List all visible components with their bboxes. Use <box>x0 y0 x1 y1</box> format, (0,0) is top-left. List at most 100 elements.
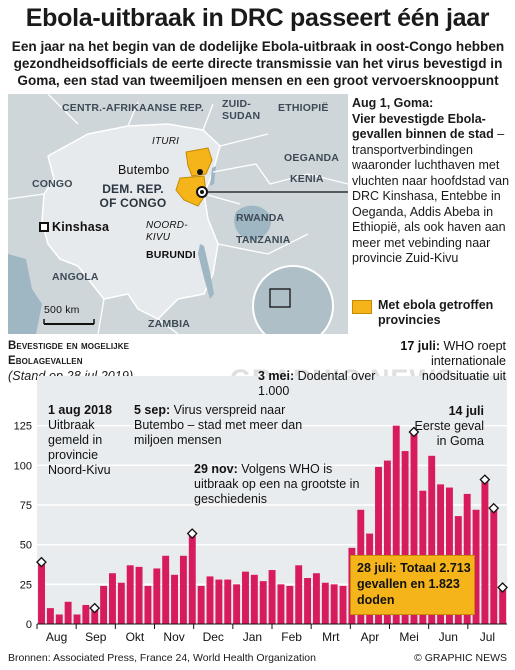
label-drc-line2: OF CONGO <box>99 196 167 210</box>
label-butembo: Butembo <box>118 163 170 177</box>
label-uganda: OEGANDA <box>284 152 340 164</box>
bar <box>250 574 258 624</box>
annot-aug-2018: 1 aug 2018 Uitbraak gemeld in provincie … <box>48 403 138 478</box>
chart-heading: Bevestigde en mogelijke Ebolagevallen (S… <box>8 339 133 385</box>
ituri-province <box>185 147 213 177</box>
bar <box>126 565 134 624</box>
goma-heading: Aug 1, Goma: <box>352 96 434 110</box>
y-tick-label: 0 <box>26 619 32 631</box>
annot-3-mei: 3 mei: Dodental over 1.000 <box>258 369 408 399</box>
annot-aug-2018-text: Uitbraak gemeld in provincie Noord-Kivu <box>48 418 111 477</box>
y-tick-label: 50 <box>20 540 32 552</box>
label-burundi: BURUNDI <box>146 249 196 261</box>
y-tick-label: 100 <box>14 460 32 472</box>
x-tick-label: Jan <box>243 630 262 644</box>
bar <box>215 579 223 624</box>
annot-14-juli-date: 14 juli <box>448 404 484 418</box>
label-rwanda: RWANDA <box>236 212 285 224</box>
bar <box>224 579 232 624</box>
bar <box>91 608 99 624</box>
annot-aug-2018-date: 1 aug 2018 <box>48 403 112 417</box>
lake-albert <box>210 166 216 186</box>
chart-heading-line1: Bevestigde en mogelijke <box>8 340 130 352</box>
annot-14-juli: 14 juli Eerste geval in Goma <box>412 404 484 449</box>
x-tick-label: Mrt <box>322 630 340 644</box>
total-box: 28 juli: Totaal 2.713 gevallen en 1.823 … <box>350 555 475 615</box>
label-north-kivu-line2: KIVU <box>146 232 171 243</box>
bar <box>481 479 489 624</box>
bar <box>144 585 152 624</box>
label-zambia: ZAMBIA <box>148 318 191 330</box>
bar <box>100 585 108 624</box>
bar <box>259 581 267 624</box>
label-car: CENTR.-AFRIKAANSE REP. <box>62 102 204 114</box>
label-kenya: KENIA <box>290 173 324 185</box>
x-tick-label: Feb <box>281 630 302 644</box>
bar <box>490 508 498 624</box>
bar <box>46 608 54 624</box>
bar <box>135 566 143 624</box>
bar <box>321 582 329 624</box>
annot-5-sep-text: Virus verspreid naar Butembo – stad met … <box>134 403 303 447</box>
marker-17-juli <box>488 502 500 514</box>
marker-aug-2018 <box>36 556 47 568</box>
label-south-sudan: ZUID-SUDAN <box>222 98 261 122</box>
annot-29-nov-text: Volgens WHO is uitbraak op een na groots… <box>194 462 360 506</box>
locator-box <box>269 288 291 308</box>
goma-marker <box>200 190 204 194</box>
goma-text: – transportverbindingen waaronder luchth… <box>352 127 510 265</box>
bar <box>188 533 196 624</box>
locator-globe <box>252 265 334 334</box>
north-kivu-province <box>175 175 207 207</box>
annot-29-nov-date: 29 nov: <box>194 462 238 476</box>
bar <box>197 585 205 624</box>
marker-5-sep <box>89 602 101 614</box>
bar <box>206 576 214 624</box>
bar <box>64 601 72 624</box>
bar <box>233 584 241 624</box>
annot-17-juli-date: 17 juli: <box>400 339 440 353</box>
butembo-marker <box>197 169 203 175</box>
x-tick-label: Okt <box>126 630 145 644</box>
bar <box>330 584 338 624</box>
goma-annotation: Aug 1, Goma: Vier bevestigde Ebola-geval… <box>352 96 514 267</box>
y-tick-label: 125 <box>14 421 32 433</box>
x-tick-label: Jun <box>439 630 458 644</box>
label-angola: ANGOLA <box>52 271 99 283</box>
bar <box>242 571 249 624</box>
label-ethiopia: ETHIOPIË <box>278 102 329 114</box>
x-tick-label: Mei <box>399 630 418 644</box>
legend-label: Met ebola getroffen provincies <box>378 298 494 327</box>
label-ituri: ITURI <box>152 136 180 147</box>
bar <box>38 562 45 624</box>
annot-5-sep-date: 5 sep: <box>134 403 171 417</box>
map-panel: CENTR.-AFRIKAANSE REP. ZUID-SUDAN ETHIOP… <box>8 94 348 334</box>
label-north-kivu-line1: NOORD- <box>146 220 188 231</box>
marker-29-nov <box>186 528 198 539</box>
annot-3-mei-text: Dodental over 1.000 <box>258 369 376 398</box>
bar <box>82 604 90 624</box>
bar <box>339 585 347 624</box>
page-subtitle: Een jaar na het begin van de dodelijke E… <box>11 39 505 88</box>
label-drc: DEM. REP. OF CONGO <box>88 182 178 210</box>
annot-5-sep: 5 sep: Virus verspreid naar Butembo – st… <box>134 403 330 448</box>
bar <box>171 574 178 624</box>
x-tick-label: Apr <box>361 630 380 644</box>
copyright: © GRAPHIC NEWS <box>414 652 507 664</box>
bar <box>55 614 63 624</box>
x-tick-label: Sep <box>85 630 107 644</box>
lake-tanganyika <box>198 244 214 299</box>
kinshasa-marker <box>39 222 49 232</box>
map-graphic <box>8 94 348 334</box>
chart-stand: (Stand op 28 jul 2019) <box>8 369 134 383</box>
bar <box>277 584 285 624</box>
label-congo: CONGO <box>32 178 73 190</box>
scale-label: 500 km <box>44 304 80 316</box>
total-box-text: 28 juli: Totaal 2.713 gevallen en 1.823 … <box>357 560 474 608</box>
bar <box>312 573 320 624</box>
sources: Bronnen: Associated Press, France 24, Wo… <box>8 652 316 664</box>
marker-28-juli <box>497 582 508 593</box>
marker-14-juli <box>479 474 491 486</box>
lake-victoria <box>234 205 271 240</box>
total-date: 28 juli: <box>357 561 397 575</box>
